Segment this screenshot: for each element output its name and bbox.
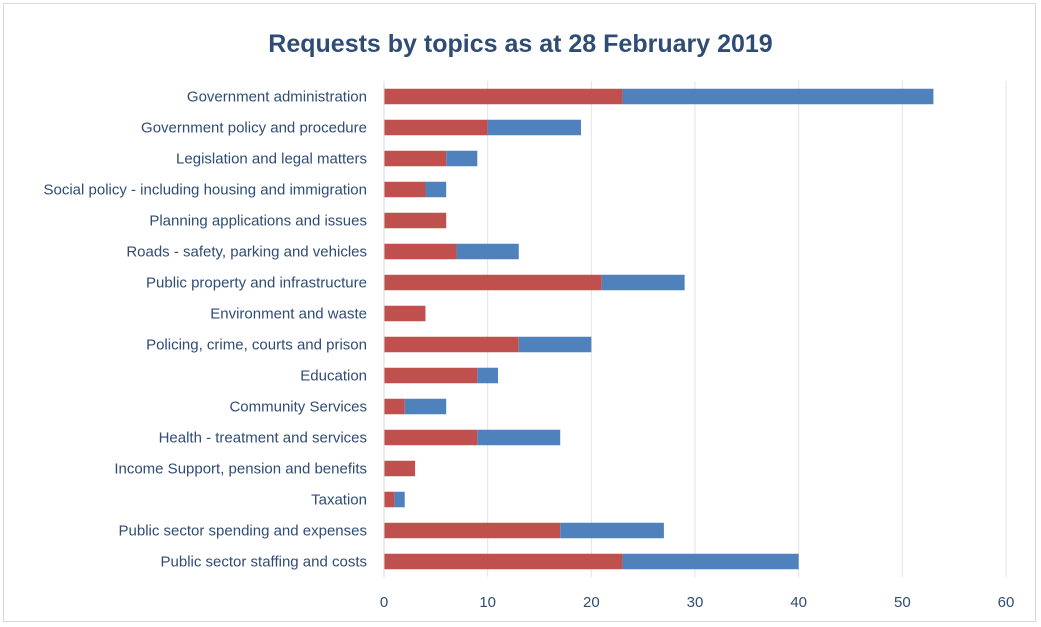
category-label: Environment and waste [210, 306, 367, 323]
x-tick-label: 20 [583, 594, 600, 611]
bar-segment-series-1 [384, 119, 488, 136]
x-tick-label: 60 [998, 594, 1015, 611]
bar-segment-series-2 [601, 274, 685, 291]
bar-segment-series-1 [384, 212, 447, 229]
category-label: Community Services [229, 399, 367, 416]
x-tick-labels: 0 10 20 30 40 50 60 [380, 594, 1015, 611]
category-label: Health - treatment and services [159, 430, 367, 447]
bar-segment-series-1 [384, 336, 519, 353]
x-tick-label: 0 [380, 594, 388, 611]
category-label: Public property and infrastructure [146, 275, 367, 292]
category-label: Social policy - including housing and im… [43, 182, 367, 199]
bar-segment-series-1 [384, 305, 426, 322]
x-tick-label: 40 [790, 594, 807, 611]
bar-segment-series-2 [477, 367, 499, 384]
bar-segment-series-1 [384, 181, 426, 198]
bar-segment-series-2 [477, 429, 561, 446]
bars [384, 88, 934, 570]
category-label: Planning applications and issues [149, 213, 367, 230]
chart-frame [3, 3, 1036, 622]
category-label: Taxation [311, 492, 367, 509]
x-tick-label: 10 [479, 594, 496, 611]
bar-segment-series-2 [487, 119, 581, 136]
category-label: Public sector spending and expenses [119, 523, 368, 540]
category-label: Roads - safety, parking and vehicles [126, 244, 367, 261]
bar-segment-series-1 [384, 243, 457, 260]
bar-segment-series-1 [384, 367, 478, 384]
category-label: Government policy and procedure [141, 120, 367, 137]
x-tick-label: 30 [687, 594, 704, 611]
bar-segment-series-1 [384, 88, 623, 105]
bar-segment-series-1 [384, 150, 447, 167]
category-label: Policing, crime, courts and prison [146, 337, 367, 354]
bar-segment-series-1 [384, 553, 623, 570]
bar-segment-series-2 [404, 398, 447, 415]
bar-segment-series-2 [394, 491, 405, 508]
bar-segment-series-1 [384, 460, 416, 477]
chart-title: Requests by topics as at 28 February 201… [268, 30, 773, 58]
bar-segment-series-2 [622, 553, 799, 570]
bar-segment-series-1 [384, 429, 478, 446]
bar-segment-series-2 [622, 88, 934, 105]
bar-segment-series-1 [384, 522, 561, 539]
bar-segment-series-1 [384, 398, 405, 415]
bar-segment-series-2 [518, 336, 592, 353]
category-label: Income Support, pension and benefits [114, 461, 367, 478]
category-label: Education [300, 368, 367, 385]
bar-segment-series-2 [446, 150, 478, 167]
category-label: Legislation and legal matters [176, 151, 367, 168]
category-labels: Government administration Government poli… [43, 89, 367, 571]
category-label: Public sector staffing and costs [161, 554, 368, 571]
gridlines [487, 81, 1007, 577]
bar-segment-series-1 [384, 274, 602, 291]
bar-segment-series-2 [456, 243, 519, 260]
category-label: Government administration [187, 89, 367, 106]
bar-segment-series-2 [425, 181, 447, 198]
bar-segment-series-1 [384, 491, 395, 508]
bar-segment-series-2 [560, 522, 664, 539]
x-tick-label: 50 [894, 594, 911, 611]
